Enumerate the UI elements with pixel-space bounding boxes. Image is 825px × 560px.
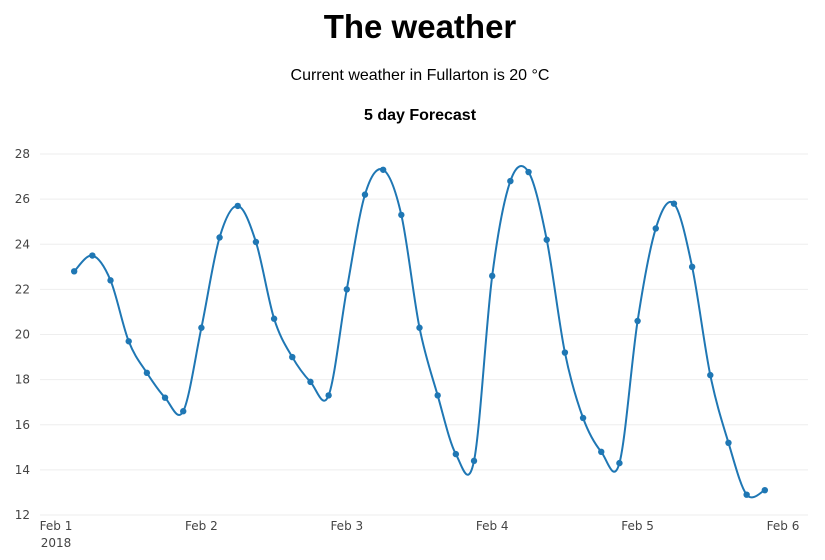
data-point[interactable] — [707, 371, 714, 379]
x-tick-sublabel: 2018 — [41, 536, 72, 550]
y-tick-label: 20 — [15, 328, 30, 342]
data-point[interactable] — [143, 369, 151, 377]
data-point[interactable] — [125, 338, 132, 345]
data-point[interactable] — [307, 378, 314, 386]
chart-title: 5 day Forecast — [363, 107, 477, 124]
data-point[interactable] — [270, 315, 278, 322]
x-tick-label: Feb 5 — [621, 519, 654, 533]
y-tick-label: 24 — [15, 237, 30, 251]
x-tick-label: Feb 6 — [767, 519, 800, 533]
data-point[interactable] — [489, 272, 496, 280]
y-tick-label: 18 — [15, 373, 30, 387]
data-point[interactable] — [507, 177, 514, 185]
x-tick-label: Feb 3 — [330, 519, 363, 533]
data-point[interactable] — [107, 277, 114, 284]
data-point[interactable] — [598, 448, 605, 456]
x-tick-label: Feb 2 — [185, 519, 218, 533]
data-point[interactable] — [525, 168, 532, 176]
data-point[interactable] — [579, 414, 587, 422]
data-point[interactable] — [725, 439, 732, 446]
data-point[interactable] — [325, 392, 332, 399]
temperature-points — [70, 166, 769, 498]
data-point[interactable] — [379, 166, 387, 173]
x-tick-label: Feb 1 — [40, 519, 73, 533]
data-point[interactable] — [652, 225, 659, 232]
data-point[interactable] — [634, 317, 641, 325]
data-point[interactable] — [343, 286, 350, 293]
data-point[interactable] — [670, 200, 678, 207]
data-point[interactable] — [361, 191, 369, 198]
data-point[interactable] — [452, 450, 460, 458]
x-tick-label: Feb 4 — [476, 519, 509, 533]
data-point[interactable] — [688, 263, 696, 271]
data-point[interactable] — [470, 457, 478, 465]
y-tick-label: 26 — [15, 192, 30, 206]
y-tick-label: 22 — [15, 282, 30, 296]
current-weather-text: Current weather in Fullarton is 20 °C — [290, 67, 550, 84]
y-tick-label: 14 — [15, 463, 30, 477]
page-title: The weather — [323, 8, 517, 45]
data-point[interactable] — [543, 236, 550, 243]
axis-ticks: 12 14 16 18 20 22 24 26 28 Feb 1 2018 Feb 2 Feb 3 Feb… — [15, 147, 800, 550]
data-point[interactable] — [216, 234, 223, 241]
data-point[interactable] — [434, 392, 441, 399]
y-tick-label: 12 — [15, 508, 30, 522]
data-point[interactable] — [234, 202, 241, 210]
temperature-line — [73, 165, 766, 499]
y-tick-label: 16 — [15, 418, 30, 432]
data-point[interactable] — [743, 491, 750, 498]
data-point[interactable] — [180, 408, 187, 415]
data-point[interactable] — [561, 349, 569, 356]
data-point[interactable] — [252, 238, 260, 246]
data-point[interactable] — [616, 459, 623, 467]
y-tick-label: 28 — [15, 147, 30, 161]
data-point[interactable] — [416, 324, 423, 331]
data-point[interactable] — [70, 268, 78, 275]
data-point[interactable] — [89, 252, 96, 259]
grid-lines — [40, 153, 808, 516]
data-point[interactable] — [198, 324, 205, 331]
data-point[interactable] — [161, 394, 169, 401]
data-point[interactable] — [761, 486, 769, 494]
data-point[interactable] — [398, 211, 405, 219]
data-point[interactable] — [289, 353, 296, 361]
